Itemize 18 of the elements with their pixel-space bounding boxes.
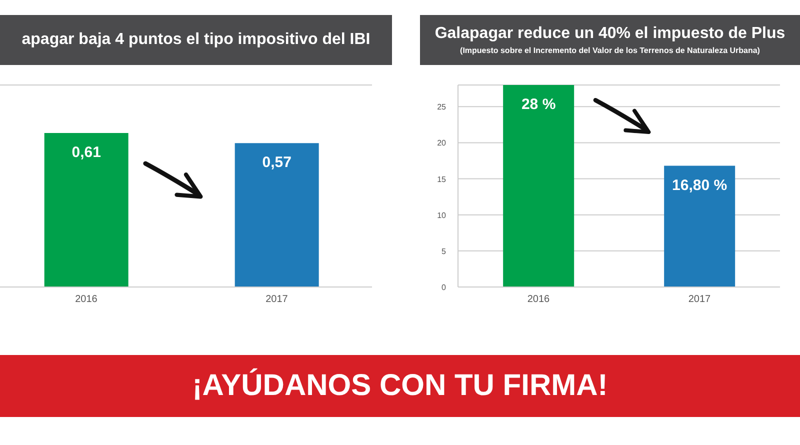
x-tick-label: 2017 xyxy=(266,294,288,306)
chart-title: apagar baja 4 puntos el tipo impositivo del IBI xyxy=(22,31,370,49)
x-tick-label: 2016 xyxy=(527,294,550,306)
y-tick-label: 0 xyxy=(442,283,447,292)
data-label: 0,57 xyxy=(262,154,292,172)
text: ¡AYÚDANOS CON TU FIRMA! xyxy=(192,369,608,403)
y-tick-label: 15 xyxy=(437,174,447,184)
y-tick-label: 10 xyxy=(437,210,447,220)
chart-subtitle: (Impuesto sobre el Incremento del Valor de los Terrenos de Naturaleza Urbana) xyxy=(460,46,760,55)
x-tick-label: 2016 xyxy=(75,294,98,306)
y-tick-label: 20 xyxy=(437,138,447,148)
data-label: 16,80 % xyxy=(672,176,728,194)
x-tick-label: 2017 xyxy=(688,294,712,306)
y-tick-label: 25 xyxy=(437,102,447,112)
data-label: 28 % xyxy=(521,96,556,113)
data-label: 0,61 xyxy=(72,144,101,161)
chart-title: Galapagar reduce un 40% el impuesto de Plus xyxy=(434,25,786,43)
y-tick-label: 5 xyxy=(442,246,447,256)
